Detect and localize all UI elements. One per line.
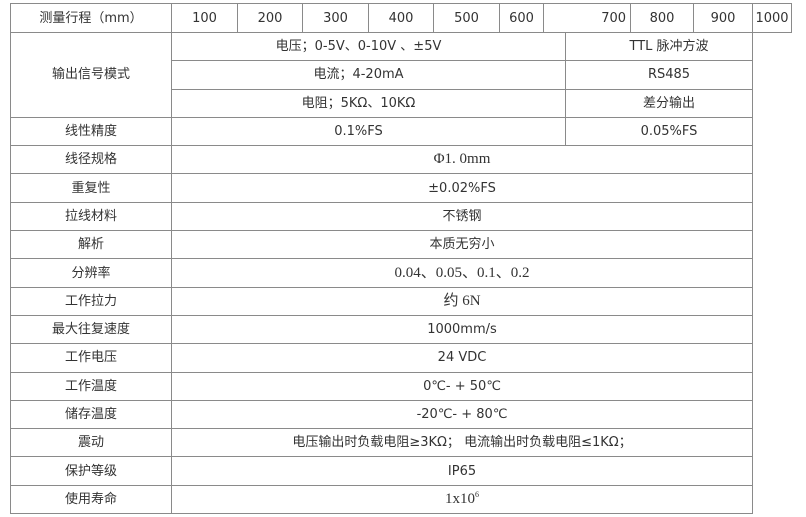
linearity-analog: 0.1%FS [171, 116, 566, 147]
spec-row: 解析 本质无穷小 [10, 230, 792, 260]
spec-value: 1000mm/s [170, 314, 754, 345]
spec-row: 工作拉力约 6N [10, 286, 792, 316]
spec-value: 约 6N [170, 286, 754, 316]
life-base: 1x10 [445, 490, 475, 507]
spec-label: 分辨率 [10, 258, 172, 288]
spec-value: 0℃- + 50℃ [170, 371, 754, 401]
spec-value: IP65 [170, 456, 754, 486]
spec-value: 本质无穷小 [170, 230, 754, 260]
spec-value: 不锈钢 [170, 201, 754, 232]
linearity-row: 线性精度 0.1%FS 0.05%FS [10, 116, 792, 147]
spec-label: 重复性 [10, 173, 172, 203]
stroke-800: 800 [630, 3, 695, 33]
stroke-row: 测量行程（mm） 100 200 300 400 500 600 700 800… [10, 3, 792, 33]
spec-row: 分辨率 0.04、0.05、0.1、0.2 [10, 258, 792, 288]
output-analog: 电流；4-20mA [171, 60, 566, 90]
spec-value: Φ1. 0mm [170, 145, 754, 175]
spec-label: 解析 [10, 230, 172, 260]
spec-row: 工作温度 0℃- + 50℃ [10, 371, 792, 401]
stroke-400: 400 [368, 3, 434, 33]
spec-label: 工作电压 [10, 343, 172, 373]
life-exponent: 6 [475, 489, 479, 499]
output-digital: RS485 [564, 60, 754, 90]
output-analog: 电阻；5KΩ、10KΩ [171, 88, 566, 118]
output-row-voltage: 输出信号模式 电压；0-5V、0-10V 、±5V TTL 脉冲方波 [10, 31, 792, 118]
spec-label: 保护等级 [10, 456, 172, 486]
spec-row: 线径规格 Φ1. 0mm [10, 145, 792, 175]
spec-value: 24 VDC [170, 343, 754, 373]
spec-label: 储存温度 [10, 399, 172, 430]
life-value: 1x106 [170, 484, 754, 515]
stroke-900: 900 [693, 3, 754, 33]
output-row-current: 电流；4-20mA RS485 [11, 60, 792, 90]
spec-value: 电压输出时负载电阻≥3KΩ； 电流输出时负载电阻≤1KΩ； [170, 428, 754, 458]
spec-row: 震动 电压输出时负载电阻≥3KΩ； 电流输出时负载电阻≤1KΩ； [10, 428, 792, 458]
life-label: 使用寿命 [10, 484, 172, 515]
spec-row: 重复性 ±0.02%FS [10, 173, 792, 203]
stroke-700: 700 [542, 3, 632, 33]
stroke-500: 500 [433, 3, 500, 33]
output-analog: 电压；0-5V、0-10V 、±5V [171, 31, 566, 62]
spec-table: 测量行程（mm） 100 200 300 400 500 600 700 800… [10, 3, 792, 515]
linearity-digital: 0.05%FS [564, 116, 754, 147]
stroke-200: 200 [237, 3, 303, 33]
spec-row: 工作电压 24 VDC [10, 343, 792, 373]
stroke-300: 300 [302, 3, 369, 33]
output-row-resistance: 电阻；5KΩ、10KΩ 差分输出 [11, 88, 792, 118]
spec-row: 最大往复速度 1000mm/s [10, 314, 792, 345]
stroke-100: 100 [171, 3, 238, 33]
spec-value: ±0.02%FS [170, 173, 754, 203]
spec-label: 拉线材料 [10, 201, 172, 232]
spec-label: 震动 [10, 428, 172, 458]
spec-row: 保护等级 IP65 [10, 456, 792, 486]
output-digital: TTL 脉冲方波 [564, 31, 754, 62]
spec-label: 工作拉力 [10, 286, 172, 316]
spec-row: 拉线材料 不锈钢 [10, 201, 792, 232]
spec-label: 线径规格 [10, 145, 172, 175]
spec-value: -20℃- + 80℃ [170, 399, 754, 430]
stroke-label: 测量行程（mm） [10, 3, 172, 33]
spec-row: 储存温度 -20℃- + 80℃ [10, 399, 792, 430]
output-signal-label: 输出信号模式 [10, 32, 172, 118]
linearity-label: 线性精度 [10, 116, 172, 147]
output-digital: 差分输出 [564, 88, 754, 118]
spec-value: 0.04、0.05、0.1、0.2 [170, 258, 754, 288]
stroke-600: 600 [499, 3, 544, 33]
spec-label: 工作温度 [10, 371, 172, 401]
life-row: 使用寿命 1x106 [10, 484, 792, 515]
spec-label: 最大往复速度 [10, 314, 172, 345]
stroke-1000: 1000 [752, 3, 792, 33]
